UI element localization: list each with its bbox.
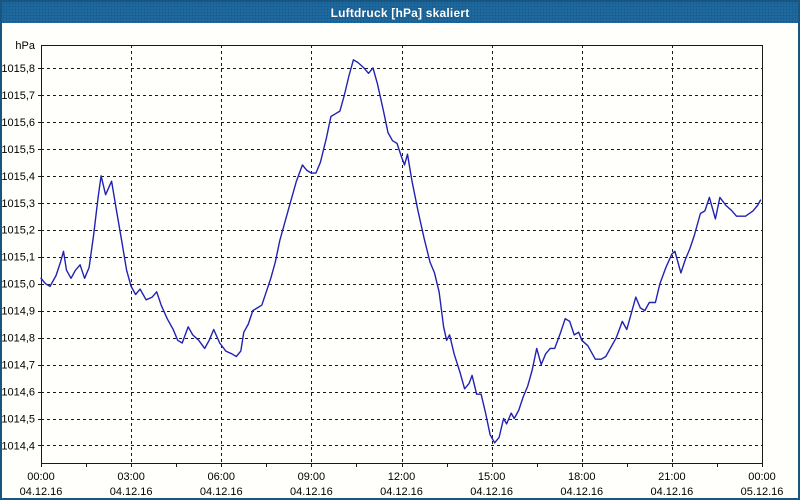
x-axis-time-label: 18:00 bbox=[568, 471, 596, 483]
y-axis-tick-label: 1014,5 bbox=[2, 414, 35, 426]
y-axis-tick-label: 1014,9 bbox=[2, 306, 35, 318]
y-axis-tick-label: 1015,7 bbox=[2, 90, 35, 102]
pressure-chart: 1014,4 1014,5 1014,6 1014,7 1014,8 1014,9 1015… bbox=[2, 23, 798, 498]
x-axis-date-label: 04.12.16 bbox=[20, 486, 63, 498]
y-axis-tick-label: 1015,2 bbox=[2, 225, 35, 237]
y-axis-tick-label: 1015,4 bbox=[2, 171, 35, 183]
pressure-chart-svg: 1014,4 1014,5 1014,6 1014,7 1014,8 1014,9 1015… bbox=[2, 40, 784, 498]
y-axis-tick-label: 1015,6 bbox=[2, 117, 35, 129]
y-axis-tick-label: 1014,6 bbox=[2, 387, 35, 399]
x-axis-time-label: 09:00 bbox=[298, 471, 326, 483]
x-axis-date-label: 05.12.16 bbox=[741, 486, 784, 498]
y-axis-tick-label: 1015,3 bbox=[2, 198, 35, 210]
x-axis-date-label: 04.12.16 bbox=[470, 486, 513, 498]
pressure-series-line bbox=[40, 59, 762, 444]
x-axis-time-label: 06:00 bbox=[207, 471, 235, 483]
x-axis-date-label: 04.12.16 bbox=[650, 486, 693, 498]
y-axis-tick-label: 1015,1 bbox=[2, 252, 35, 264]
x-axis-time-label: 15:00 bbox=[478, 471, 506, 483]
axis-ticks bbox=[38, 68, 763, 467]
x-axis-time-label: 00:00 bbox=[27, 471, 55, 483]
x-axis-date-label: 04.12.16 bbox=[200, 486, 243, 498]
x-axis-time-label: 12:00 bbox=[388, 471, 416, 483]
x-axis-labels: 00:00 04.12.16 03:00 04.12.16 06:00 04.12.16 0… bbox=[20, 471, 784, 498]
x-axis-date-label: 04.12.16 bbox=[110, 486, 153, 498]
window-titlebar: Luftdruck [hPa] skaliert bbox=[2, 2, 798, 23]
y-axis-tick-label: 1014,4 bbox=[2, 440, 35, 452]
y-axis-labels: 1014,4 1014,5 1014,6 1014,7 1014,8 1014,9 1015… bbox=[2, 40, 36, 452]
x-axis-date-label: 04.12.16 bbox=[560, 486, 603, 498]
y-axis-tick-label: 1014,8 bbox=[2, 333, 35, 345]
x-axis-time-label: 00:00 bbox=[748, 471, 776, 483]
y-axis-tick-label: 1015,0 bbox=[2, 279, 35, 291]
window-title: Luftdruck [hPa] skaliert bbox=[330, 5, 470, 20]
y-axis-tick-label: 1015,8 bbox=[2, 63, 35, 75]
x-axis-date-label: 04.12.16 bbox=[380, 486, 423, 498]
x-axis-time-label: 03:00 bbox=[117, 471, 145, 483]
y-axis-tick-label: 1014,7 bbox=[2, 360, 35, 372]
y-axis-tick-label: 1015,5 bbox=[2, 144, 35, 156]
grid-lines bbox=[41, 45, 762, 463]
y-axis-unit-label: hPa bbox=[15, 40, 35, 52]
plot-border bbox=[41, 45, 763, 464]
x-axis-time-label: 21:00 bbox=[658, 471, 686, 483]
x-axis-date-label: 04.12.16 bbox=[290, 486, 333, 498]
